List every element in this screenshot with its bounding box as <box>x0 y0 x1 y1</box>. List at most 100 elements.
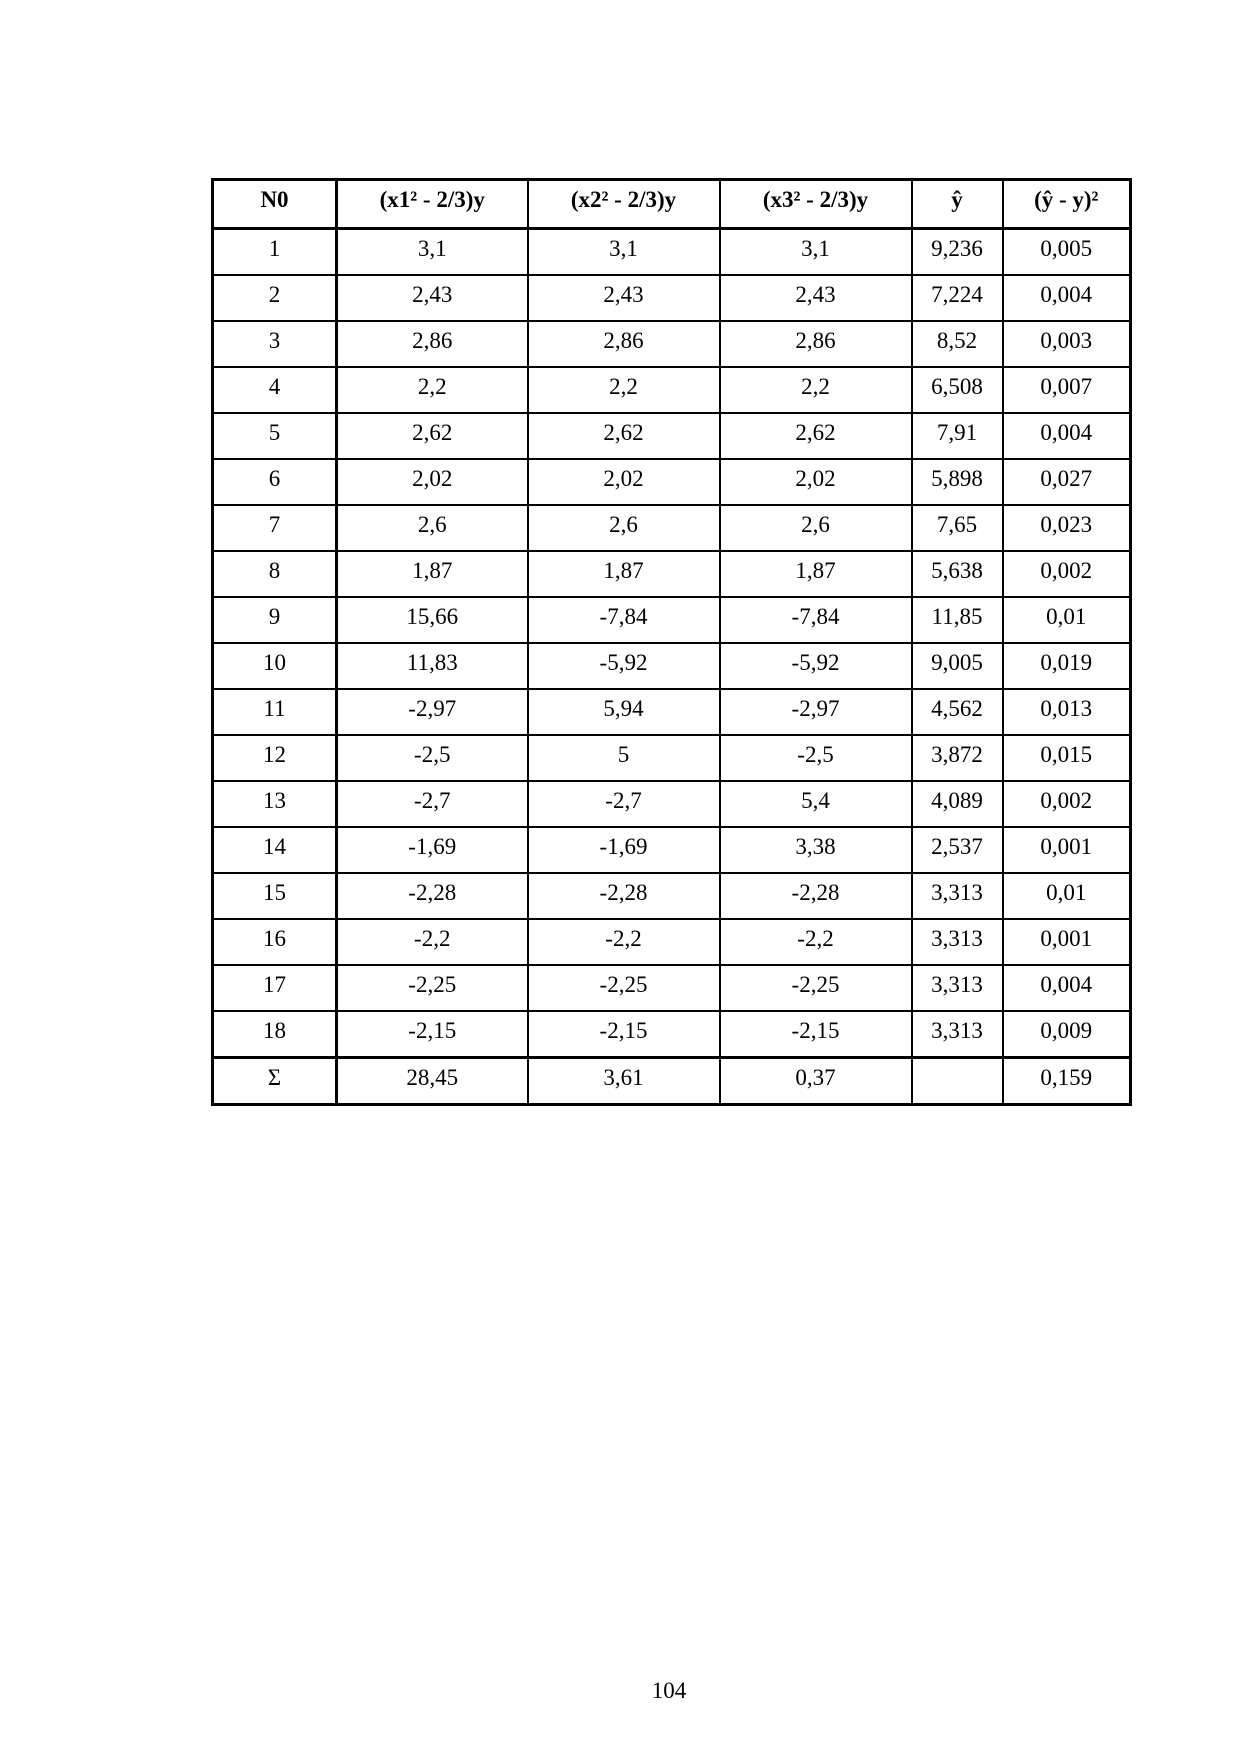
table-cell: 7,224 <box>910 274 1004 322</box>
table-cell: -2,2 <box>718 918 913 966</box>
table-cell: 2,86 <box>526 320 721 368</box>
table-cell: 2,86 <box>335 320 529 368</box>
table-cell: 0,005 <box>1001 227 1132 276</box>
table-row: 12 -2,5 5 -2,5 3,872 0,015 <box>211 734 1132 782</box>
table-cell: 5 <box>211 412 338 460</box>
table-cell: 0,023 <box>1001 504 1132 552</box>
table-cell: 2,2 <box>335 366 529 414</box>
table-cell: 0,001 <box>1001 918 1132 966</box>
table-cell: 9,236 <box>910 227 1004 276</box>
table-cell: -2,25 <box>718 964 913 1012</box>
table-cell: 10 <box>211 642 338 690</box>
table-row: 18 -2,15 -2,15 -2,15 3,313 0,009 <box>211 1010 1132 1059</box>
table-cell: 2,02 <box>718 458 913 506</box>
table-cell: 6 <box>211 458 338 506</box>
table-cell <box>910 1056 1004 1106</box>
table-cell: -2,2 <box>335 918 529 966</box>
table-row: 14 -1,69 -1,69 3,38 2,537 0,001 <box>211 826 1132 874</box>
table-cell: 3,872 <box>910 734 1004 782</box>
table-row: 2 2,43 2,43 2,43 7,224 0,004 <box>211 274 1132 322</box>
table-cell: 14 <box>211 826 338 874</box>
column-header: (x3² - 2/3)y <box>718 178 913 230</box>
table-cell: 2,43 <box>718 274 913 322</box>
data-table: N0 (x1² - 2/3)y (x2² - 2/3)y (x3² - 2/3)y ŷ(… <box>211 178 1132 1106</box>
table-cell: 3 <box>211 320 338 368</box>
table-cell: 2,6 <box>335 504 529 552</box>
table-cell: 0,004 <box>1001 274 1132 322</box>
table-cell: 0,007 <box>1001 366 1132 414</box>
table-cell: -2,97 <box>335 688 529 736</box>
table-cell: -7,84 <box>526 596 721 644</box>
table-cell: 4,562 <box>910 688 1004 736</box>
table-row: 13 -2,7 -2,7 5,4 4,089 0,002 <box>211 780 1132 828</box>
table-cell: 28,45 <box>335 1056 529 1106</box>
table-cell: 5,898 <box>910 458 1004 506</box>
table-cell: -1,69 <box>335 826 529 874</box>
page-number: 104 <box>651 1678 687 1703</box>
table-cell: 6,508 <box>910 366 1004 414</box>
table-cell: 5,638 <box>910 550 1004 598</box>
table-cell: 3,38 <box>718 826 913 874</box>
table-cell: 11 <box>211 688 338 736</box>
table-cell: 0,027 <box>1001 458 1132 506</box>
table-cell: 8 <box>211 550 338 598</box>
table-cell: 17 <box>211 964 338 1012</box>
column-header: (x2² - 2/3)y <box>526 178 721 230</box>
table-cell: 2,62 <box>335 412 529 460</box>
table-cell: 16 <box>211 918 338 966</box>
table-cell: 0,013 <box>1001 688 1132 736</box>
table-cell: 3,313 <box>910 1010 1004 1059</box>
table-cell: -2,2 <box>526 918 721 966</box>
table-cell: -5,92 <box>718 642 913 690</box>
table-cell: 8,52 <box>910 320 1004 368</box>
table-row: 8 1,87 1,87 1,87 5,638 0,002 <box>211 550 1132 598</box>
table-cell: 2,6 <box>526 504 721 552</box>
table-cell: 18 <box>211 1010 338 1059</box>
table-cell: 0,01 <box>1001 596 1132 644</box>
table-row: 3 2,86 2,86 2,86 8,52 0,003 <box>211 320 1132 368</box>
table-row: 7 2,6 2,6 2,6 7,65 0,023 <box>211 504 1132 552</box>
table-cell: 7,65 <box>910 504 1004 552</box>
table-row: 1 3,1 3,1 3,1 9,236 0,005 <box>211 227 1132 276</box>
table-cell: Σ <box>211 1056 338 1106</box>
table-header-row: N0 (x1² - 2/3)y (x2² - 2/3)y (x3² - 2/3)y ŷ(… <box>211 178 1132 230</box>
table-cell: -2,28 <box>335 872 529 920</box>
table-cell: 11,85 <box>910 596 1004 644</box>
table-cell: -2,28 <box>718 872 913 920</box>
table-cell: 0,015 <box>1001 734 1132 782</box>
table-cell: 2,43 <box>526 274 721 322</box>
column-header: (ŷ - y)² <box>1001 178 1132 230</box>
table-cell: 15,66 <box>335 596 529 644</box>
table-cell: 0,002 <box>1001 780 1132 828</box>
column-header: N0 <box>211 178 338 230</box>
table-cell: 3,313 <box>910 918 1004 966</box>
table-cell: 4,089 <box>910 780 1004 828</box>
table-cell: 2 <box>211 274 338 322</box>
table-row: 16 -2,2 -2,2 -2,2 3,313 0,001 <box>211 918 1132 966</box>
table-cell: 2,43 <box>335 274 529 322</box>
table-cell: 2,2 <box>526 366 721 414</box>
table-row: 10 11,83 -5,92 -5,92 9,005 0,019 <box>211 642 1132 690</box>
table-cell: 3,61 <box>526 1056 721 1106</box>
table-cell: -2,7 <box>335 780 529 828</box>
table-cell: 3,1 <box>526 227 721 276</box>
table-row: 4 2,2 2,2 2,2 6,508 0,007 <box>211 366 1132 414</box>
table-cell: 9 <box>211 596 338 644</box>
table-cell: -5,92 <box>526 642 721 690</box>
table-cell: 0,004 <box>1001 964 1132 1012</box>
table-cell: 5 <box>526 734 721 782</box>
table-cell: 5,94 <box>526 688 721 736</box>
table-cell: 0,01 <box>1001 872 1132 920</box>
table-cell: 2,62 <box>718 412 913 460</box>
table-cell: -1,69 <box>526 826 721 874</box>
table-cell: 9,005 <box>910 642 1004 690</box>
table-cell: 11,83 <box>335 642 529 690</box>
table-cell: 2,62 <box>526 412 721 460</box>
table-cell: 0,37 <box>718 1056 913 1106</box>
table-cell: 5,4 <box>718 780 913 828</box>
table-cell: 7,91 <box>910 412 1004 460</box>
column-header: (x1² - 2/3)y <box>335 178 529 230</box>
table-row: 9 15,66 -7,84 -7,84 11,85 0,01 <box>211 596 1132 644</box>
table-cell: 1 <box>211 227 338 276</box>
table-cell: 3,1 <box>335 227 529 276</box>
